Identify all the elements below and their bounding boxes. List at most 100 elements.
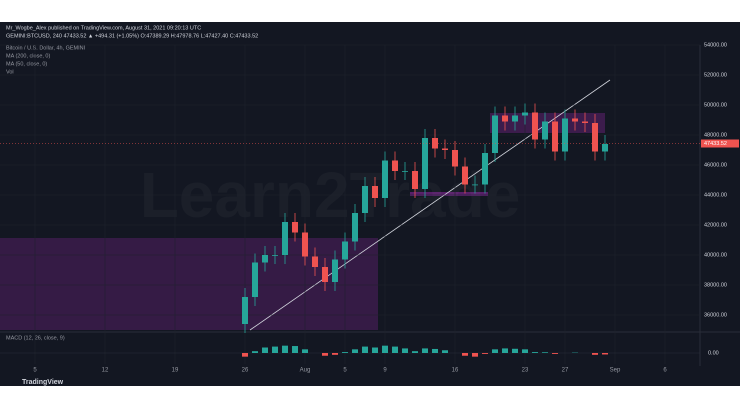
candle-body	[492, 115, 498, 153]
macd-bar	[522, 349, 528, 353]
chart-title: Bitcoin / U.S. Dollar, 4h, GEMINI	[6, 45, 86, 51]
macd-bar	[542, 352, 548, 353]
publisher: Mr_Wogbe_Alex published on TradingView.c…	[6, 25, 201, 31]
macd-bar	[282, 345, 288, 353]
x-tick-label: 19	[172, 368, 179, 374]
candle-body	[512, 115, 518, 122]
candle-body	[292, 222, 298, 233]
y-tick-label: 54000.00	[704, 42, 727, 48]
candle-body	[322, 267, 328, 282]
y-tick-label: 38000.00	[704, 282, 727, 288]
candle-body	[352, 213, 358, 242]
zone-box	[0, 238, 378, 330]
y-tick-label: 52000.00	[704, 72, 727, 78]
candle-body	[482, 153, 488, 185]
candle-body	[242, 297, 248, 324]
x-tick-label: 9	[383, 368, 387, 374]
indicator: MA (50, close, 0)	[6, 61, 47, 67]
macd-bar	[262, 347, 268, 353]
macd-bar	[362, 346, 368, 353]
macd-bar	[392, 346, 398, 353]
candle-body	[272, 255, 278, 256]
macd-bar	[552, 353, 558, 354]
y-tick-label: 40000.00	[704, 252, 727, 258]
macd-bar	[442, 350, 448, 353]
candle-body	[412, 171, 418, 189]
candle-body	[502, 115, 508, 122]
x-tick-label: 5	[343, 368, 347, 374]
macd-bar	[432, 348, 438, 353]
candle-body	[582, 121, 588, 123]
candle-body	[392, 160, 398, 171]
x-tick-label: 23	[522, 368, 529, 374]
x-tick-label: 16	[452, 368, 459, 374]
macd-bar	[352, 349, 358, 353]
candle-body	[602, 144, 608, 152]
candle-body	[462, 166, 468, 185]
candle-body	[252, 262, 258, 297]
candle-body	[452, 150, 458, 167]
chart-background	[0, 22, 740, 386]
x-tick-label: 27	[562, 368, 569, 374]
macd-bar	[342, 352, 348, 353]
candle-body	[382, 160, 388, 198]
y-tick-label: 48000.00	[704, 132, 727, 138]
candle-body	[562, 118, 568, 152]
indicator: MA (200, close, 0)	[6, 53, 50, 59]
macd-bar	[602, 353, 608, 355]
candle-body	[572, 118, 578, 122]
candle-body	[592, 123, 598, 152]
candle-body	[552, 121, 558, 152]
y-tick-label: 0.00	[708, 350, 719, 356]
x-tick-label: 12	[102, 368, 109, 374]
macd-bar	[302, 349, 308, 353]
candle-body	[542, 121, 548, 140]
macd-bar	[292, 346, 298, 353]
macd-bar	[322, 353, 328, 356]
candle-body	[372, 186, 378, 198]
candle-body	[402, 171, 408, 172]
macd-bar	[382, 345, 388, 353]
candle-body	[422, 138, 428, 189]
candle-body	[522, 112, 528, 116]
candle-body	[442, 148, 448, 150]
footer-logo: TradingView	[22, 379, 64, 386]
macd-bar	[412, 351, 418, 353]
candle-body	[332, 259, 338, 282]
y-tick-label: 46000.00	[704, 162, 727, 168]
macd-bar	[592, 353, 598, 355]
macd-bar	[492, 349, 498, 353]
trend-line	[249, 79, 611, 331]
macd-bar	[252, 351, 258, 353]
y-tick-label: 42000.00	[704, 222, 727, 228]
candle-body	[262, 255, 268, 263]
macd-bar	[242, 353, 248, 357]
macd-bar	[422, 348, 428, 353]
candle-body	[532, 112, 538, 140]
y-tick-label: 44000.00	[704, 192, 727, 198]
candle-body	[302, 232, 308, 257]
y-tick-label: 50000.00	[704, 102, 727, 108]
y-tick-label: 36000.00	[704, 312, 727, 318]
candle-body	[282, 222, 288, 255]
last-price-box	[701, 139, 739, 148]
macd-bar	[402, 348, 408, 353]
x-tick-label: Aug	[300, 368, 311, 374]
macd-bar	[472, 353, 478, 357]
macd-bar	[532, 352, 538, 353]
last-price-label: 47433.52	[704, 141, 727, 147]
macd-title: MACD (12, 26, close, 9)	[6, 335, 65, 341]
macd-bar	[482, 353, 488, 354]
candle-body	[472, 184, 478, 186]
macd-bar	[272, 346, 278, 353]
candle-body	[312, 256, 318, 267]
quote: GEMINI:BTCUSD, 240 47433.52 ▲ +494.31 (+…	[6, 33, 258, 39]
candle-body	[342, 241, 348, 260]
x-tick-label: 6	[663, 368, 667, 374]
x-tick-label: 26	[242, 368, 249, 374]
x-tick-label: 5	[33, 368, 37, 374]
macd-bar	[332, 353, 338, 355]
indicator: Vol	[6, 69, 14, 75]
candle-body	[362, 186, 368, 213]
